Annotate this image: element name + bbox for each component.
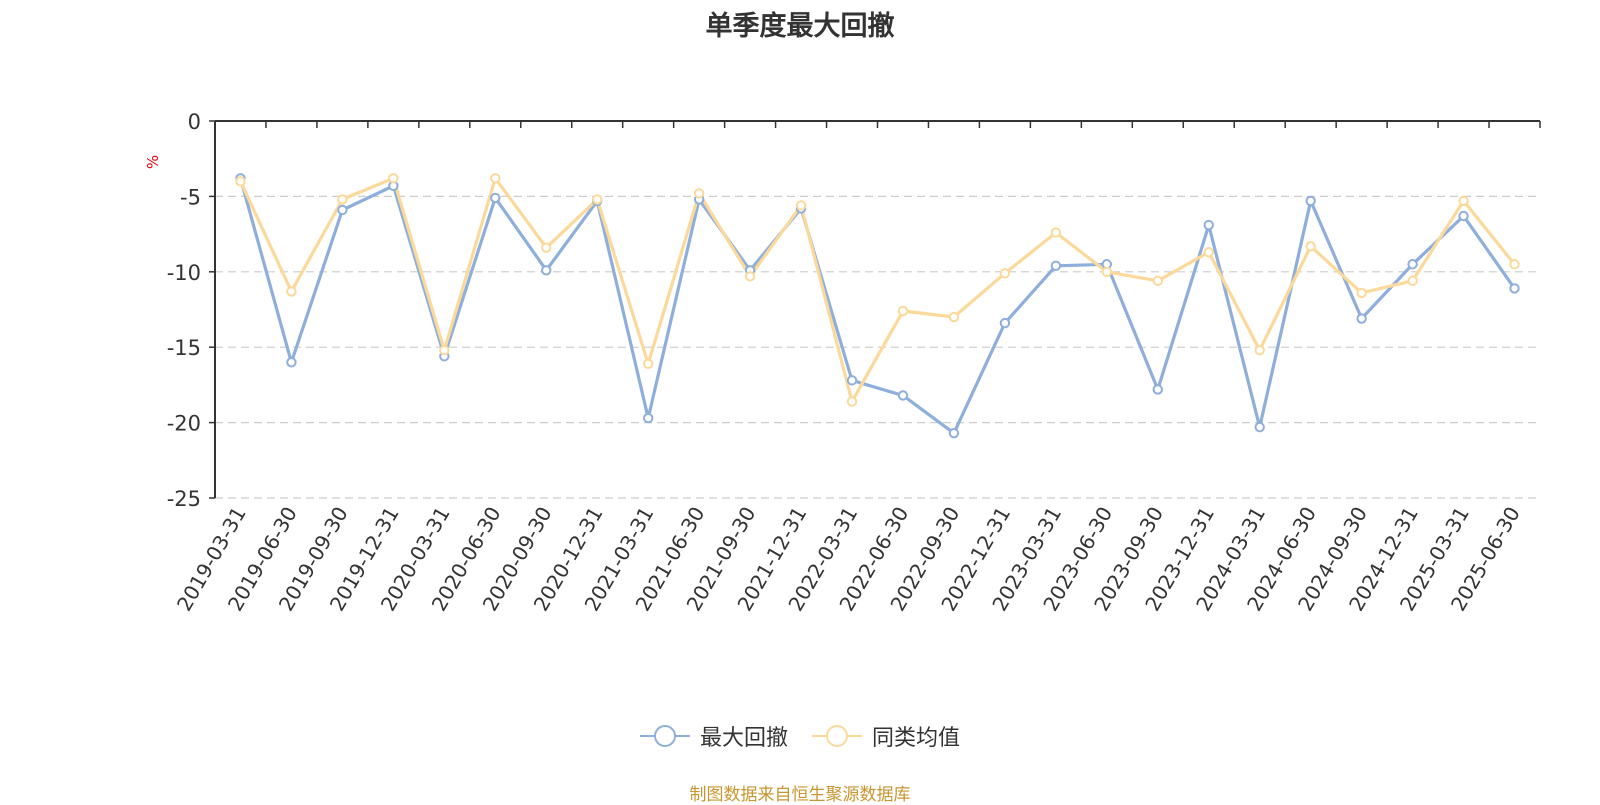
data-point-0 <box>1509 283 1520 294</box>
axes <box>209 120 1541 499</box>
data-point-1 <box>541 242 552 253</box>
data-point-1 <box>490 173 501 184</box>
data-point-1 <box>1050 227 1062 238</box>
y-tick-label: -25 <box>167 487 201 511</box>
data-point-1 <box>439 345 450 356</box>
legend-swatch-peer-average <box>812 724 862 748</box>
chart-title: 单季度最大回撤 <box>705 11 895 42</box>
data-point-0 <box>897 390 909 401</box>
series-lines <box>235 173 1520 439</box>
data-point-1 <box>1152 275 1163 287</box>
data-point-0 <box>846 375 858 386</box>
data-point-0 <box>490 192 501 204</box>
legend-label-max-drawdown: 最大回撤 <box>699 726 788 751</box>
data-point-1 <box>999 268 1011 279</box>
data-point-0 <box>999 317 1011 329</box>
y-axis-label: % <box>144 155 162 169</box>
data-point-1 <box>235 176 246 187</box>
data-point-1 <box>1254 345 1265 356</box>
series-line-0 <box>238 177 1516 435</box>
data-point-0 <box>541 265 552 276</box>
data-point-0 <box>1050 260 1062 271</box>
data-point-0 <box>1305 195 1316 207</box>
data-point-1 <box>286 286 297 297</box>
data-point-0 <box>1407 259 1418 270</box>
data-point-1 <box>642 358 654 369</box>
data-point-1 <box>795 200 807 211</box>
data-point-1 <box>592 194 603 205</box>
data-point-0 <box>286 357 297 368</box>
data-point-0 <box>1203 219 1214 231</box>
data-point-1 <box>846 396 858 407</box>
data-point-1 <box>1356 287 1367 299</box>
y-tick-label: -5 <box>180 185 201 209</box>
data-point-1 <box>1407 275 1418 287</box>
data-source-note: 制图数据来自恒生聚源数据库 <box>689 785 911 805</box>
y-tick-label: 0 <box>188 110 201 134</box>
data-point-0 <box>337 204 348 216</box>
data-point-1 <box>1305 240 1316 252</box>
data-point-0 <box>1152 384 1163 395</box>
data-point-1 <box>1101 266 1113 277</box>
tick-labels: 0-5-10-15-20-252019-03-312019-06-302019-… <box>144 110 1525 615</box>
legend-label-peer-average: 同类均值 <box>872 726 961 751</box>
data-point-0 <box>1458 210 1469 222</box>
data-point-0 <box>642 412 654 424</box>
data-point-1 <box>388 173 399 184</box>
data-point-1 <box>1203 246 1214 258</box>
y-tick-label: -15 <box>167 336 201 360</box>
data-point-1 <box>337 194 348 205</box>
series-line-1 <box>239 176 1516 404</box>
y-tick-label: -10 <box>167 261 201 285</box>
data-point-1 <box>693 188 705 199</box>
data-point-1 <box>1458 195 1469 207</box>
data-point-0 <box>948 427 960 439</box>
data-point-1 <box>744 271 756 282</box>
data-point-1 <box>897 305 909 317</box>
legend: 最大回撤 同类均值 <box>0 720 1600 752</box>
legend-item-max-drawdown[interactable]: 最大回撤 <box>639 720 788 752</box>
legend-item-peer-average[interactable]: 同类均值 <box>812 720 960 752</box>
data-point-1 <box>1509 259 1520 270</box>
data-point-0 <box>1356 313 1367 324</box>
y-tick-label: -20 <box>167 412 201 436</box>
data-point-0 <box>1254 421 1265 433</box>
data-point-1 <box>948 311 960 323</box>
legend-swatch-max-drawdown <box>639 724 690 748</box>
